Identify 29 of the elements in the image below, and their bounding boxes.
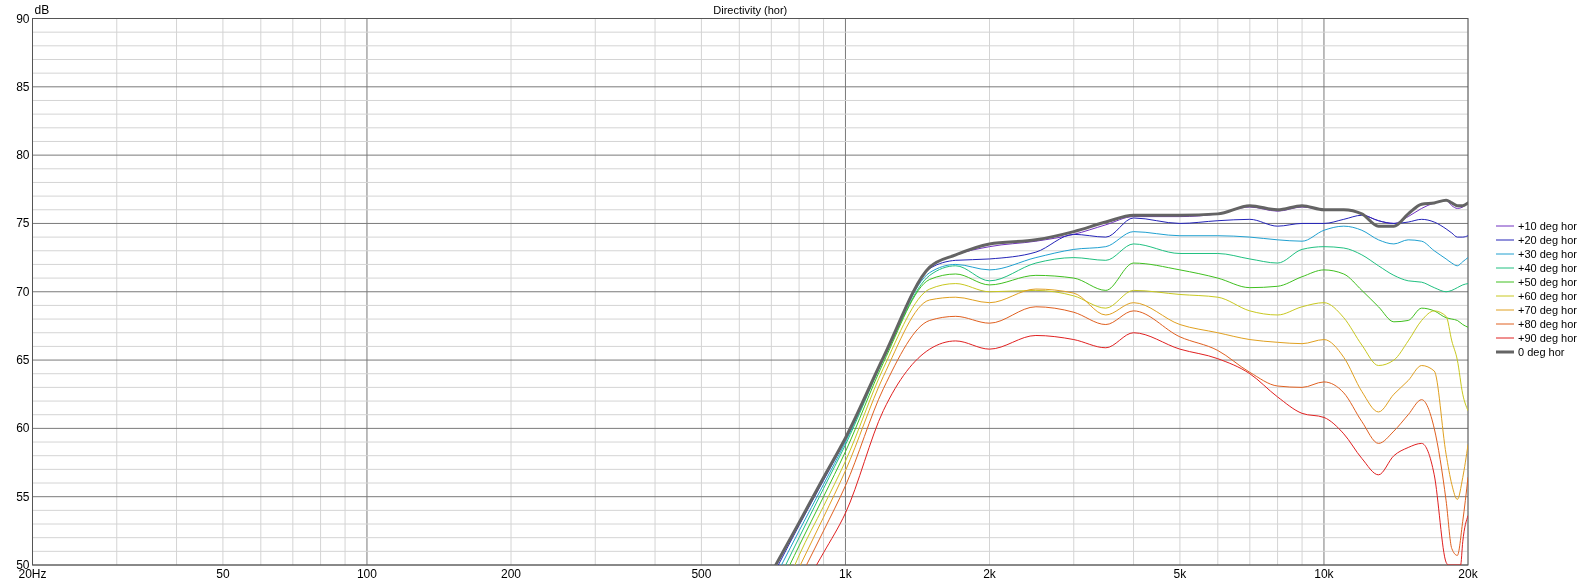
y-tick-label: 90 [16,11,30,26]
x-tick-label: 200 [500,567,522,581]
y-tick-label: 70 [16,284,30,299]
y-tick-label: 75 [16,216,30,231]
legend-label: +80 deg hor [1518,318,1578,330]
legend-label: +60 deg hor [1518,290,1578,302]
legend-label: +90 deg hor [1518,332,1578,344]
y-tick-label: 65 [16,353,30,368]
x-tick-label: 100 [356,567,378,581]
x-tick-label: 50 [216,567,230,581]
x-tick-label: 10k [1314,567,1335,581]
y-tick-label: 60 [16,421,30,436]
legend-label: +70 deg hor [1518,304,1578,316]
y-axis-title: dB [34,2,50,17]
x-tick-label: 2k [983,567,997,581]
legend-label: +50 deg hor [1518,276,1578,288]
x-tick-label: 20k [1458,567,1479,581]
legend-label: 0 deg hor [1518,346,1565,358]
y-tick-label: 85 [16,79,30,94]
legend-label: +10 deg hor [1518,220,1578,232]
y-tick-label: 55 [16,489,30,504]
legend-label: +30 deg hor [1518,248,1578,260]
y-tick-label: 80 [16,148,30,163]
legend-label: +20 deg hor [1518,234,1578,246]
chart-title: Directivity (hor) [713,3,788,16]
x-tick-label: 1k [839,567,853,581]
x-tick-label: 5k [1173,567,1188,581]
x-tick-label: 500 [691,567,712,581]
legend-label: +40 deg hor [1518,262,1578,274]
